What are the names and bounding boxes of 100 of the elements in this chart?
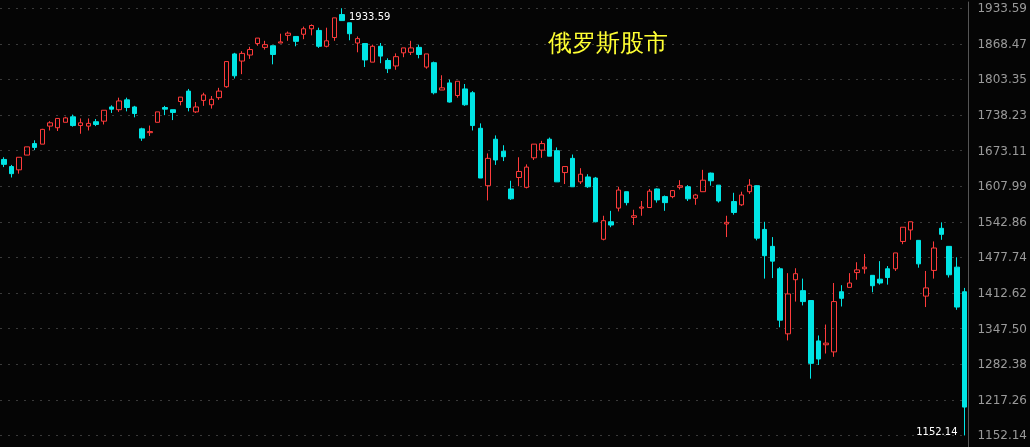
candlestick bbox=[24, 146, 30, 156]
candlestick bbox=[708, 172, 714, 187]
y-tick-label: 1152.14 bbox=[977, 428, 1027, 443]
candlestick bbox=[232, 52, 237, 80]
candlestick bbox=[270, 45, 276, 65]
candlestick bbox=[624, 191, 629, 206]
candlestick bbox=[355, 35, 360, 53]
candlestick bbox=[847, 272, 852, 288]
candlestick bbox=[578, 167, 583, 185]
candlestick bbox=[309, 23, 314, 36]
candlestick bbox=[301, 26, 306, 40]
candlestick bbox=[116, 97, 122, 113]
candlestick bbox=[47, 120, 53, 131]
candlestick bbox=[63, 116, 68, 123]
candlestick bbox=[209, 95, 214, 110]
y-tick-label: 1282.38 bbox=[977, 357, 1027, 372]
candlestick bbox=[900, 226, 906, 245]
candlestick bbox=[731, 192, 737, 216]
candlestick bbox=[662, 195, 668, 212]
candlestick bbox=[447, 79, 452, 104]
candlestick bbox=[893, 252, 898, 272]
candlestick bbox=[531, 143, 537, 161]
candlestick bbox=[201, 92, 206, 107]
y-tick-label: 1217.26 bbox=[977, 392, 1027, 407]
candlestick bbox=[793, 267, 798, 303]
candlestick bbox=[562, 166, 568, 185]
candlestick bbox=[739, 191, 744, 207]
candlestick bbox=[40, 128, 45, 145]
candlestick bbox=[9, 164, 14, 178]
annotation: 1933.59 bbox=[349, 10, 391, 22]
candlestick bbox=[854, 261, 860, 281]
candlestick bbox=[800, 278, 806, 306]
candlestick bbox=[55, 117, 60, 132]
candlestick bbox=[139, 127, 145, 142]
candlestick bbox=[470, 90, 475, 131]
candlestick bbox=[16, 156, 22, 175]
candlestick bbox=[193, 101, 199, 114]
candlestick bbox=[485, 152, 491, 201]
y-tick-label: 1868.47 bbox=[977, 36, 1027, 51]
candlestick bbox=[285, 31, 291, 42]
y-tick-label: 1803.35 bbox=[977, 72, 1027, 87]
y-tick-label: 1607.99 bbox=[977, 179, 1027, 194]
candlestick bbox=[424, 53, 429, 70]
candlestick bbox=[324, 27, 329, 48]
candlestick bbox=[101, 109, 107, 125]
candlestick bbox=[170, 109, 176, 121]
y-tick-label: 1673.11 bbox=[977, 143, 1027, 158]
candlestick bbox=[239, 50, 245, 75]
candlestick bbox=[839, 284, 844, 307]
candlestick bbox=[439, 74, 445, 91]
candlestick bbox=[747, 178, 752, 195]
candlestick bbox=[593, 176, 598, 223]
candlestick bbox=[700, 169, 706, 193]
candlestick bbox=[478, 122, 483, 179]
candlestick bbox=[178, 96, 183, 106]
candlestick bbox=[86, 117, 91, 131]
candlestick bbox=[147, 125, 153, 137]
candlestick bbox=[1, 156, 7, 168]
annotation: 1152.14 bbox=[916, 425, 958, 437]
candlestick bbox=[939, 221, 944, 241]
candlestick bbox=[770, 236, 775, 279]
candlestick bbox=[385, 57, 391, 74]
candlestick bbox=[631, 209, 637, 226]
candlestick bbox=[32, 139, 37, 151]
candlestick bbox=[70, 114, 76, 128]
candlestick bbox=[962, 287, 967, 436]
y-tick-label: 1542.86 bbox=[977, 214, 1027, 229]
candlestick bbox=[823, 324, 829, 355]
candlestick bbox=[877, 260, 883, 286]
candlestick bbox=[908, 221, 913, 241]
candlestick bbox=[255, 37, 260, 47]
candlestick bbox=[670, 189, 675, 199]
candlestick bbox=[501, 144, 506, 162]
candlestick bbox=[754, 184, 760, 241]
candlestick bbox=[601, 215, 606, 241]
candlestick bbox=[132, 105, 137, 118]
candlestick bbox=[693, 193, 698, 206]
candlestick bbox=[716, 184, 721, 204]
candlestick bbox=[78, 117, 83, 135]
candlestick bbox=[455, 80, 460, 99]
candlestick bbox=[508, 180, 514, 201]
candlestick bbox=[362, 43, 368, 68]
candlestick bbox=[547, 137, 552, 157]
candlestick bbox=[639, 200, 644, 217]
candlestick bbox=[93, 118, 99, 127]
candlestick bbox=[516, 156, 522, 187]
candlestick bbox=[316, 27, 322, 49]
candlestick bbox=[808, 299, 814, 380]
candlestick bbox=[946, 245, 952, 279]
candlestick bbox=[109, 104, 114, 114]
candlestick bbox=[408, 40, 414, 56]
candlestick bbox=[616, 186, 621, 212]
candlestick bbox=[539, 140, 545, 159]
candlestick bbox=[155, 111, 160, 123]
candlestick bbox=[186, 88, 191, 112]
candlestick bbox=[262, 40, 268, 51]
candlestick bbox=[831, 282, 837, 358]
y-tick-label: 1347.50 bbox=[977, 321, 1027, 336]
candlestick bbox=[401, 47, 406, 58]
candlestick bbox=[462, 83, 468, 107]
